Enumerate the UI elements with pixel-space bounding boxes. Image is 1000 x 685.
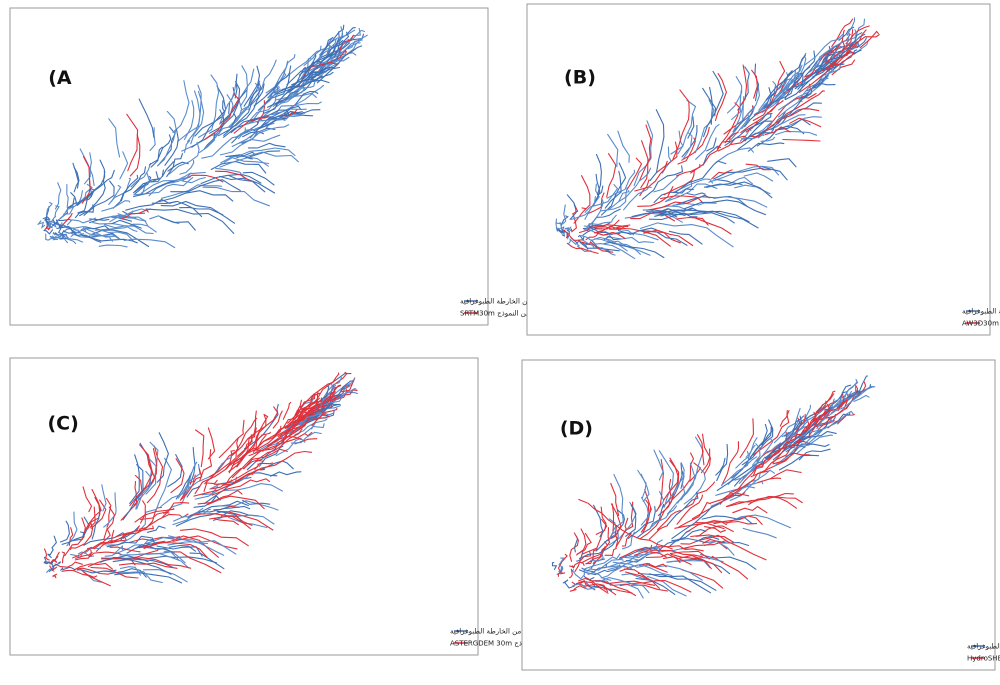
- legend-text: المسيلات المرقمنة من الخارطة الطبوغرافية: [962, 308, 1000, 316]
- map-panel: (Aالمسيلات المرقمنة من الخارطة الطبوغراف…: [10, 8, 592, 325]
- panel-frame: [10, 8, 488, 325]
- panel-frame: [527, 4, 990, 335]
- panel-frame: [522, 360, 995, 670]
- legend-text: المسيلات المرقمنة من الخارطة الطبوغرافية: [967, 643, 1000, 651]
- panel-label: (A: [48, 67, 72, 89]
- map-panel: (B) المسيلات المرقمنة من الخارطة الطبوغرا…: [527, 4, 1000, 335]
- legend-text: المسيلات المستنبطة من النموذج AW3D30m: [962, 320, 1000, 328]
- panel-label: (D): [560, 417, 593, 439]
- legend-text: المسيلات المائية المشتقة من النموذج Hydr…: [967, 655, 1000, 663]
- panel-label: (B): [564, 66, 596, 88]
- figure: (A المسيلات المرقمنة من الخارطة الطبوغراف…: [0, 0, 1000, 685]
- panel-label: (C): [47, 412, 78, 434]
- map-panel: (D) المسيلات المرقمنة من الخارطة الطبوغرا…: [522, 360, 1000, 670]
